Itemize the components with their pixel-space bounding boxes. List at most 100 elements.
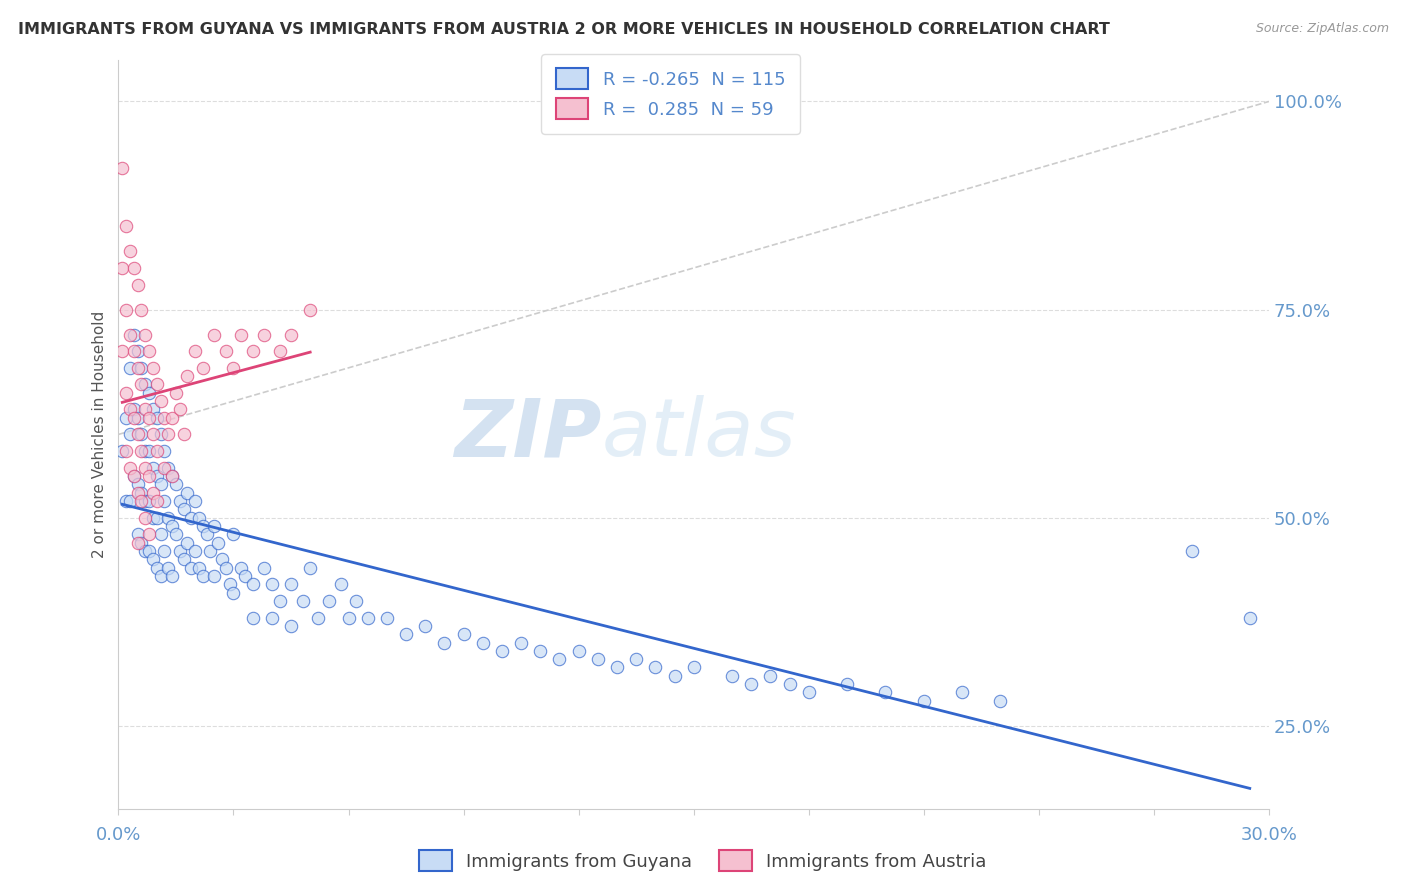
Point — [115, 302, 138, 317]
Point — [218, 577, 240, 591]
Point — [160, 469, 183, 483]
Point — [222, 360, 245, 375]
Point — [142, 427, 165, 442]
Point — [115, 219, 138, 234]
Point — [291, 594, 314, 608]
Point — [721, 669, 744, 683]
Point — [153, 494, 176, 508]
Point — [318, 594, 340, 608]
Point — [111, 444, 134, 458]
Point — [344, 594, 367, 608]
Point — [184, 544, 207, 558]
Point — [184, 344, 207, 359]
Point — [202, 327, 225, 342]
Point — [122, 327, 145, 342]
Point — [180, 510, 202, 524]
Point — [912, 694, 935, 708]
Point — [134, 377, 156, 392]
Point — [138, 385, 160, 400]
Point — [222, 527, 245, 541]
Point — [160, 519, 183, 533]
Y-axis label: 2 or more Vehicles in Household: 2 or more Vehicles in Household — [93, 310, 107, 558]
Point — [118, 402, 141, 417]
Point — [242, 577, 264, 591]
Point — [157, 460, 180, 475]
Point — [215, 344, 238, 359]
Point — [307, 610, 329, 624]
Point — [122, 410, 145, 425]
Point — [180, 560, 202, 574]
Point — [329, 577, 352, 591]
Point — [115, 385, 138, 400]
Point — [134, 494, 156, 508]
Point — [127, 427, 149, 442]
Point — [875, 685, 897, 699]
Point — [606, 660, 628, 674]
Point — [269, 594, 291, 608]
Point — [471, 635, 494, 649]
Text: 30.0%: 30.0% — [1240, 826, 1298, 844]
Point — [149, 477, 172, 491]
Point — [395, 627, 418, 641]
Text: IMMIGRANTS FROM GUYANA VS IMMIGRANTS FROM AUSTRIA 2 OR MORE VEHICLES IN HOUSEHOL: IMMIGRANTS FROM GUYANA VS IMMIGRANTS FRO… — [18, 22, 1111, 37]
Point — [231, 560, 253, 574]
Point — [122, 260, 145, 275]
Point — [149, 527, 172, 541]
Point — [169, 544, 191, 558]
Point — [260, 577, 283, 591]
Point — [222, 585, 245, 599]
Point — [529, 644, 551, 658]
Point — [188, 560, 211, 574]
Point — [797, 685, 820, 699]
Point — [127, 277, 149, 292]
Point — [260, 610, 283, 624]
Point — [1181, 544, 1204, 558]
Point — [142, 510, 165, 524]
Point — [548, 652, 571, 666]
Point — [142, 552, 165, 566]
Point — [131, 360, 153, 375]
Text: atlas: atlas — [602, 395, 796, 474]
Point — [138, 469, 160, 483]
Point — [759, 669, 782, 683]
Point — [299, 302, 322, 317]
Point — [357, 610, 380, 624]
Point — [160, 569, 183, 583]
Point — [127, 485, 149, 500]
Point — [134, 402, 156, 417]
Point — [118, 327, 141, 342]
Point — [253, 327, 276, 342]
Point — [280, 327, 302, 342]
Point — [127, 410, 149, 425]
Point — [142, 402, 165, 417]
Point — [950, 685, 973, 699]
Point — [146, 510, 169, 524]
Point — [165, 385, 187, 400]
Point — [644, 660, 666, 674]
Point — [118, 244, 141, 259]
Point — [134, 544, 156, 558]
Point — [146, 469, 169, 483]
Text: 0.0%: 0.0% — [96, 826, 141, 844]
Point — [142, 360, 165, 375]
Point — [146, 444, 169, 458]
Point — [337, 610, 360, 624]
Point — [122, 402, 145, 417]
Point — [682, 660, 704, 674]
Point — [233, 569, 256, 583]
Point — [510, 635, 533, 649]
Point — [207, 535, 229, 549]
Point — [134, 460, 156, 475]
Point — [153, 460, 176, 475]
Point — [149, 394, 172, 409]
Point — [269, 344, 291, 359]
Point — [413, 619, 436, 633]
Point — [375, 610, 398, 624]
Point — [160, 410, 183, 425]
Point — [157, 560, 180, 574]
Point — [165, 477, 187, 491]
Point — [157, 427, 180, 442]
Point — [118, 460, 141, 475]
Point — [138, 344, 160, 359]
Point — [149, 569, 172, 583]
